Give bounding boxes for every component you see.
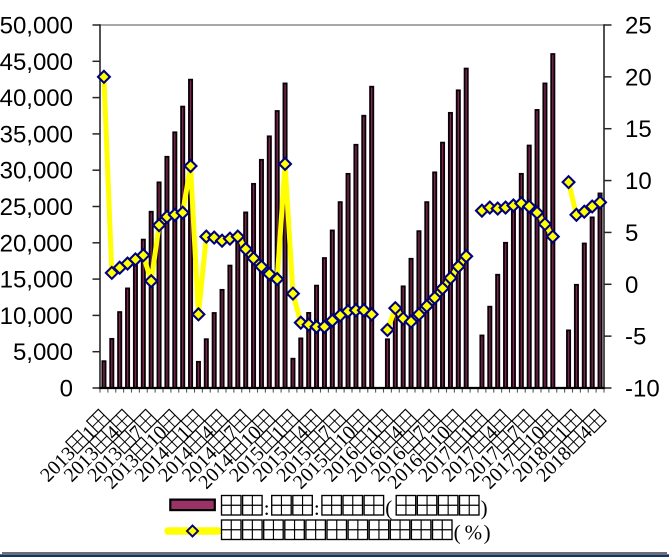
svg-text:5: 5 bbox=[625, 220, 638, 247]
svg-text::: : bbox=[264, 496, 270, 520]
svg-text:35,000: 35,000 bbox=[0, 121, 73, 148]
svg-text:15: 15 bbox=[625, 116, 652, 143]
svg-text:(: ( bbox=[454, 521, 461, 545]
svg-text:5,000: 5,000 bbox=[13, 339, 73, 366]
svg-text::: : bbox=[314, 496, 320, 520]
svg-text:25,000: 25,000 bbox=[0, 194, 73, 221]
svg-text:40,000: 40,000 bbox=[0, 85, 73, 112]
svg-text:15,000: 15,000 bbox=[0, 267, 73, 294]
svg-text:20: 20 bbox=[625, 64, 652, 91]
svg-text:50,000: 50,000 bbox=[0, 13, 73, 40]
svg-text:10: 10 bbox=[625, 168, 652, 195]
svg-text:25: 25 bbox=[625, 13, 652, 40]
svg-text:10,000: 10,000 bbox=[0, 303, 73, 330]
svg-text:-10: -10 bbox=[625, 376, 660, 403]
svg-text:0: 0 bbox=[60, 376, 73, 403]
svg-text:-5: -5 bbox=[625, 324, 646, 351]
svg-text:%: % bbox=[465, 521, 483, 545]
svg-text:45,000: 45,000 bbox=[0, 49, 73, 76]
svg-text:20,000: 20,000 bbox=[0, 230, 73, 257]
svg-text:0: 0 bbox=[625, 272, 638, 299]
svg-text:(: ( bbox=[385, 496, 392, 520]
svg-text:30,000: 30,000 bbox=[0, 158, 73, 185]
svg-text:): ) bbox=[481, 496, 488, 520]
svg-text:): ) bbox=[484, 521, 491, 545]
